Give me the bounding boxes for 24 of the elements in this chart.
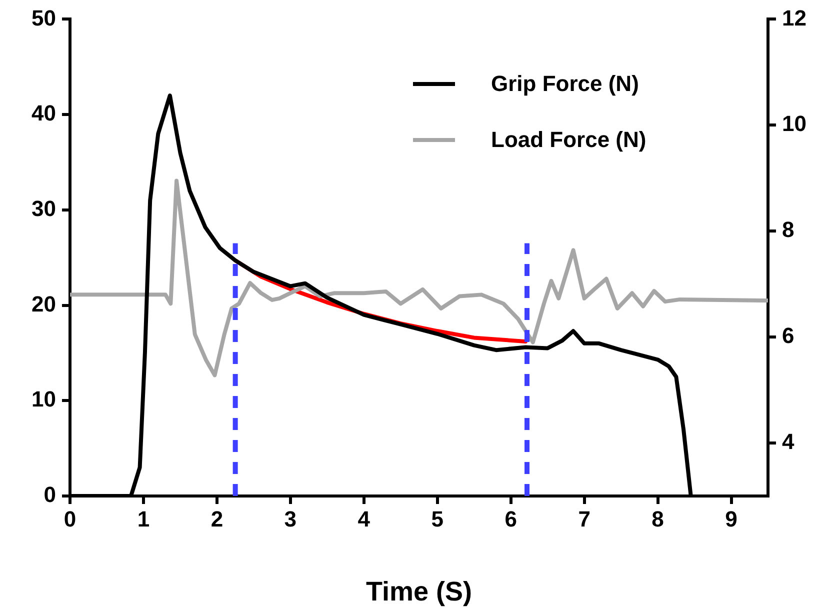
y2-tick-label: 10 bbox=[782, 111, 806, 136]
y2-tick-label: 12 bbox=[782, 5, 806, 30]
y2-tick-label: 4 bbox=[782, 429, 795, 454]
legend-label: Grip Force (N) bbox=[491, 71, 639, 98]
x-tick-label: 9 bbox=[725, 506, 738, 532]
y-tick-label: 40 bbox=[32, 100, 56, 126]
x-tick-label: 7 bbox=[578, 506, 590, 532]
y2-tick-label: 6 bbox=[782, 323, 794, 348]
x-tick-label: 1 bbox=[137, 506, 150, 532]
y2-tick-label: 8 bbox=[782, 217, 794, 242]
y-tick-label: 20 bbox=[32, 291, 56, 316]
x-tick-label: 4 bbox=[358, 506, 371, 532]
y-tick-label: 0 bbox=[44, 482, 56, 508]
x-tick-label: 8 bbox=[652, 506, 664, 532]
x-tick-label: 5 bbox=[431, 506, 444, 532]
legend-label: Load Force (N) bbox=[491, 127, 646, 154]
x-tick-label: 6 bbox=[504, 506, 517, 532]
x-tick-label: 3 bbox=[284, 506, 297, 532]
x-axis-title: Time (S) bbox=[366, 576, 472, 606]
y-tick-label: 50 bbox=[32, 5, 56, 30]
y-tick-label: 10 bbox=[32, 386, 56, 412]
x-tick-label: 2 bbox=[210, 506, 224, 532]
y-tick-label: 30 bbox=[32, 196, 56, 221]
x-tick-label: 0 bbox=[64, 506, 76, 532]
